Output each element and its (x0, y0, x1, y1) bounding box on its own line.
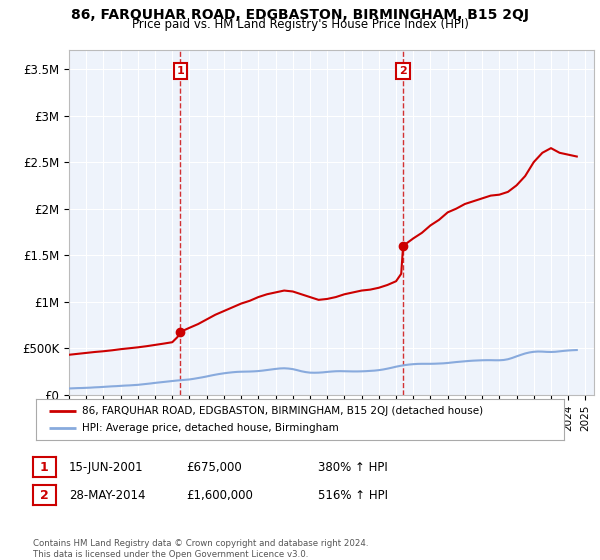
Text: 15-JUN-2001: 15-JUN-2001 (69, 460, 143, 474)
Text: Price paid vs. HM Land Registry's House Price Index (HPI): Price paid vs. HM Land Registry's House … (131, 18, 469, 31)
Text: 28-MAY-2014: 28-MAY-2014 (69, 488, 146, 502)
Text: £1,600,000: £1,600,000 (186, 488, 253, 502)
Text: £675,000: £675,000 (186, 460, 242, 474)
Text: Contains HM Land Registry data © Crown copyright and database right 2024.
This d: Contains HM Land Registry data © Crown c… (33, 539, 368, 559)
Text: 380% ↑ HPI: 380% ↑ HPI (318, 460, 388, 474)
Text: HPI: Average price, detached house, Birmingham: HPI: Average price, detached house, Birm… (82, 423, 339, 433)
Text: 86, FARQUHAR ROAD, EDGBASTON, BIRMINGHAM, B15 2QJ: 86, FARQUHAR ROAD, EDGBASTON, BIRMINGHAM… (71, 8, 529, 22)
Text: 2: 2 (399, 66, 407, 76)
Text: 516% ↑ HPI: 516% ↑ HPI (318, 488, 388, 502)
Text: 2: 2 (40, 488, 49, 502)
Text: 86, FARQUHAR ROAD, EDGBASTON, BIRMINGHAM, B15 2QJ (detached house): 86, FARQUHAR ROAD, EDGBASTON, BIRMINGHAM… (82, 405, 484, 416)
Text: 1: 1 (40, 460, 49, 474)
Text: 1: 1 (176, 66, 184, 76)
